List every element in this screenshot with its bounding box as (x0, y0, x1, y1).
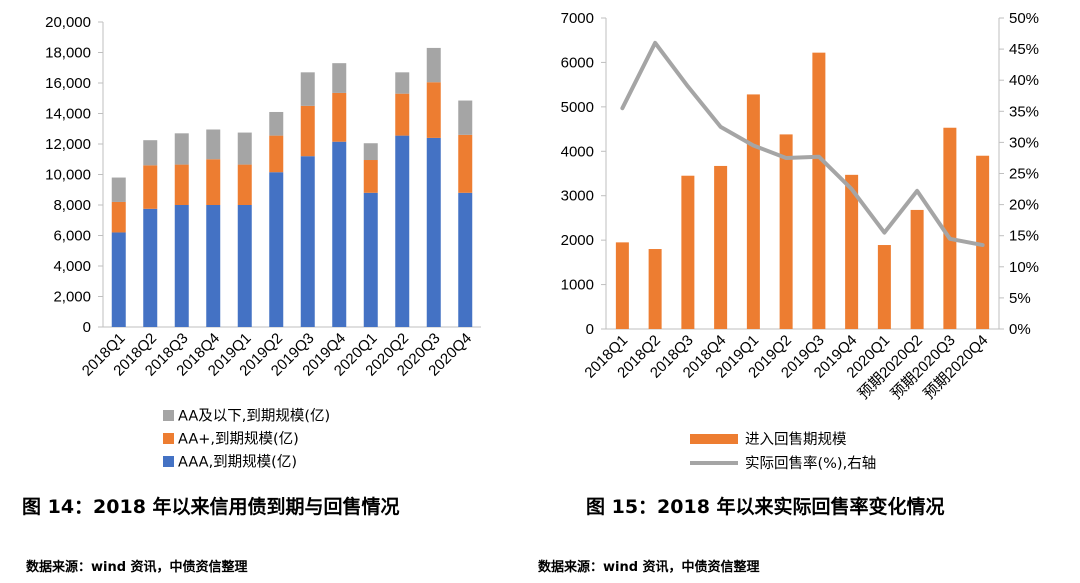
right-y-tick-label: 15% (1009, 228, 1039, 245)
bar-aa-below (143, 140, 158, 166)
bar-putback-scale (812, 52, 826, 329)
bar-aa-plus (206, 159, 221, 205)
bar-aa-plus (332, 92, 347, 142)
bar-aaa (111, 232, 126, 327)
bar-putback-scale (615, 242, 629, 329)
y-tick-label: 8,000 (53, 197, 91, 214)
chart-putback-bar-line: 0 1000 2000 3000 4000 5000 6000 7000 0% 5% 10% 15% 2… (561, 10, 1039, 472)
bar-aa-plus (395, 93, 410, 136)
legend-swatch-bar (690, 434, 738, 444)
bar-putback-scale (779, 134, 793, 329)
left-y-tick-label: 5000 (561, 99, 594, 116)
figure-15-source: 数据来源：wind 资讯，中债资信整理 (538, 560, 760, 575)
bar-aa-below (237, 132, 252, 165)
y-tick-label: 0 (83, 319, 91, 336)
bar-aa-below (300, 72, 315, 106)
left-y-tick-label: 4000 (561, 143, 594, 160)
right-y-tick-label: 25% (1009, 166, 1039, 183)
bar-putback-scale (976, 155, 990, 329)
figure-14-source: 数据来源：wind 资讯，中债资信整理 (26, 560, 248, 575)
bar-aaa (143, 208, 158, 327)
bar-aaa (458, 192, 473, 327)
y-tick-label: 10,000 (45, 167, 91, 184)
left-y-tick-label: 0 (586, 321, 594, 338)
bar-aa-plus (363, 160, 378, 193)
bar-aaa (237, 205, 252, 327)
bar-aa-below (395, 72, 410, 94)
y-tick-label: 14,000 (45, 106, 91, 123)
legend-label: AAA,到期规模(亿) (178, 454, 297, 471)
bar-aa-below (269, 111, 284, 136)
y-tick-label: 16,000 (45, 75, 91, 92)
figure-14-caption: 图 14：2018 年以来信用债到期与回售情况 (22, 496, 400, 518)
y-tick-label: 6,000 (53, 228, 91, 245)
bar-aa-plus (143, 165, 158, 209)
bar-aa-below (206, 129, 221, 160)
bar-aa-below (332, 63, 347, 93)
bar-putback-scale (714, 165, 728, 329)
bar-aa-below (426, 47, 441, 83)
right-y-tick-label: 50% (1009, 10, 1039, 27)
bar-aa-below (458, 100, 473, 135)
bar-putback-scale (648, 249, 662, 329)
bar-aa-below (363, 143, 378, 161)
left-y-tick-label: 1000 (561, 277, 594, 294)
right-y-tick-label: 40% (1009, 72, 1039, 89)
y-tick-label: 4,000 (53, 258, 91, 275)
right-y-tick-label: 30% (1009, 134, 1039, 151)
bar-aaa (300, 156, 315, 327)
y-tick-label: 12,000 (45, 136, 91, 153)
legend-swatch (163, 410, 174, 421)
legend-label: AA及以下,到期规模(亿) (178, 408, 330, 425)
left-y-tick-label: 2000 (561, 232, 594, 249)
bar-aaa (426, 137, 441, 327)
left-y-tick-label: 6000 (561, 54, 594, 71)
bar-aa-plus (269, 135, 284, 173)
bar-aa-plus (458, 134, 473, 193)
line-putback-rate (620, 40, 985, 248)
chart-maturity-stacked-bar: 0 2,000 4,000 6,000 8,000 10,000 12,000 14,000 1… (45, 14, 481, 471)
bar-aa-plus (300, 105, 315, 157)
right-y-tick-label: 0% (1009, 321, 1031, 338)
legend-label: AA+,到期规模(亿) (178, 431, 299, 448)
y-tick-label: 18,000 (45, 45, 91, 62)
bar-aaa (174, 205, 189, 327)
bar-aaa (206, 205, 221, 327)
y-tick-label: 20,000 (45, 14, 91, 31)
bar-aaa (363, 192, 378, 327)
bar-aaa (269, 172, 284, 327)
bar-aaa (395, 135, 410, 327)
right-y-tick-label: 5% (1009, 290, 1031, 307)
bar-aa-below (111, 177, 126, 202)
bar-putback-scale (910, 209, 924, 329)
bar-putback-scale (746, 94, 760, 329)
bar-aa-plus (111, 201, 126, 233)
bar-putback-scale (681, 175, 695, 329)
bar-aaa (332, 141, 347, 327)
left-y-tick-label: 3000 (561, 188, 594, 205)
right-y-tick-label: 20% (1009, 197, 1039, 214)
legend-swatch (163, 456, 174, 467)
legend-label: 实际回售率(%),右轴 (745, 455, 876, 472)
right-y-tick-label: 45% (1009, 41, 1039, 58)
bar-aa-plus (174, 164, 189, 205)
right-y-tick-label: 10% (1009, 259, 1039, 276)
bar-putback-scale (877, 245, 891, 329)
figure-15-caption: 图 15：2018 年以来实际回售率变化情况 (586, 496, 945, 518)
bar-aa-below (174, 133, 189, 165)
legend-label: 进入回售期规模 (745, 431, 847, 448)
bar-putback-scale (845, 174, 859, 329)
bar-aa-plus (237, 164, 252, 205)
bar-putback-scale (943, 127, 957, 329)
y-tick-label: 2,000 (53, 289, 91, 306)
bar-aa-plus (426, 82, 441, 138)
left-y-tick-label: 7000 (561, 10, 594, 27)
legend-swatch (163, 433, 174, 444)
right-y-tick-label: 35% (1009, 103, 1039, 120)
